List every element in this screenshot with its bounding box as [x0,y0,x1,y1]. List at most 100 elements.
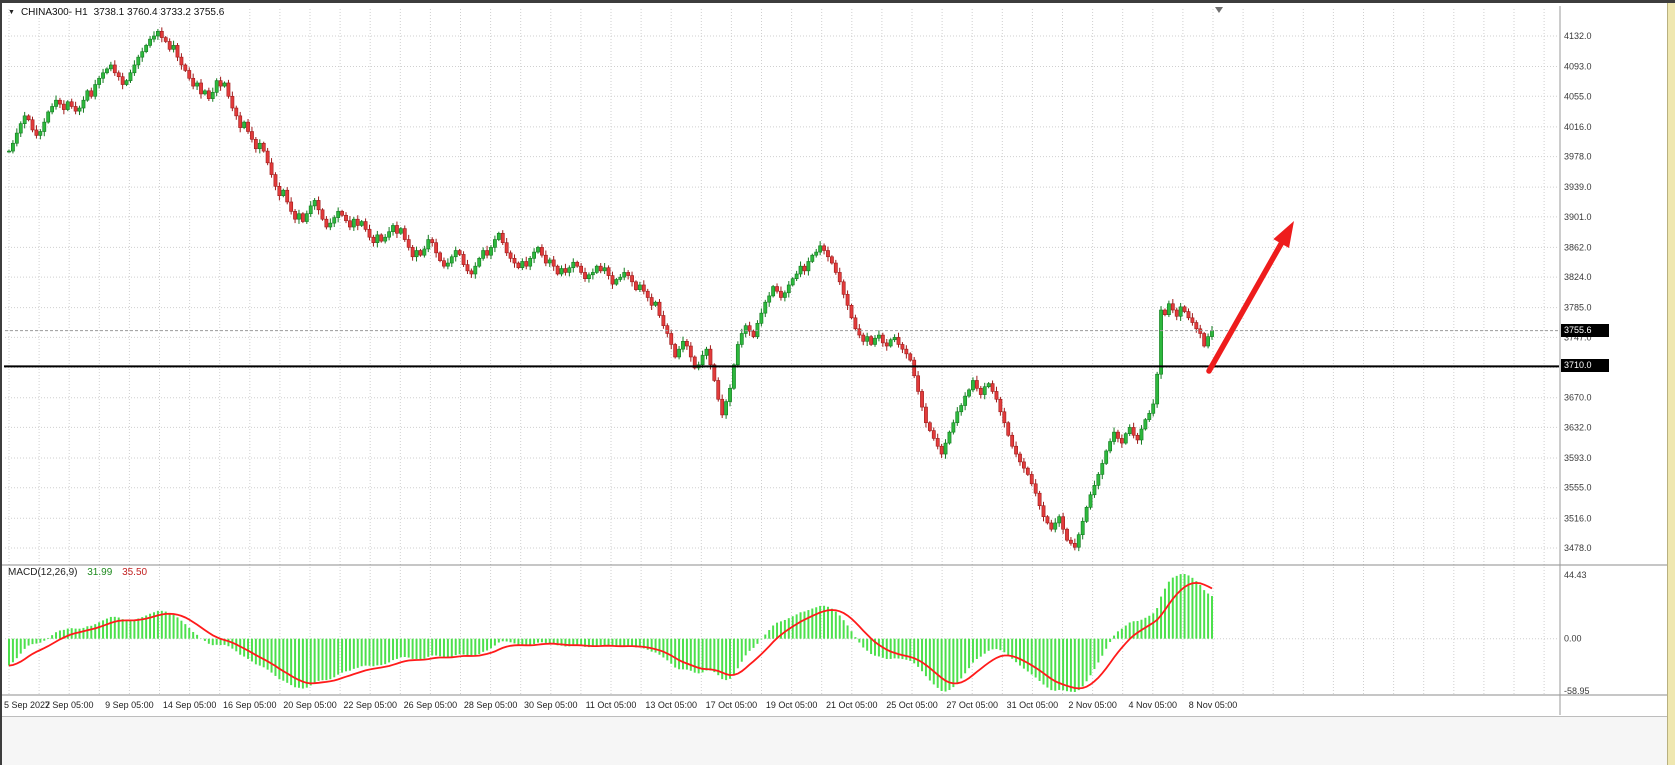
price-axis-label: 3747.0 [1564,332,1592,342]
candle [449,256,454,264]
candle [790,278,795,286]
macd-axis-label: 44.43 [1564,570,1587,580]
candle [246,121,250,132]
candle [1029,474,1034,485]
candle [853,317,858,330]
candle [504,242,509,254]
price-axis-label: 3824.0 [1564,272,1592,282]
candle [1025,467,1030,475]
candle [136,56,141,66]
time-axis-label: 20 Sep 05:00 [283,700,337,710]
candle [759,312,764,324]
price-axis-label: 3670.0 [1564,393,1592,403]
price-axis-label: 3939.0 [1564,182,1592,192]
candle [485,250,489,256]
candle [720,398,725,416]
candle [34,129,39,136]
candle [520,261,525,269]
grid-layer [5,9,1559,694]
candle [195,82,199,87]
candle [704,348,709,356]
candle [1182,306,1187,312]
candle [159,31,164,38]
symbol-dropdown-icon[interactable]: ▼ [8,8,15,16]
candle [108,64,113,70]
candle [959,405,964,413]
candle [833,262,838,273]
axis-labels-layer: 4132.0 4093.0 4055.0 4016.0 3978.0 3939.0 3901… [4,31,1592,710]
candle [861,334,866,342]
time-axis-label: 30 Sep 05:00 [524,700,578,710]
candle [782,292,787,298]
candle [1108,441,1113,452]
time-axis-label: 22 Sep 05:00 [343,700,397,710]
candle [602,267,607,272]
candle [308,205,313,215]
candle [473,265,478,275]
time-axis-label: 26 Sep 05:00 [404,700,458,710]
time-axis-label: 31 Oct 05:00 [1007,700,1059,710]
candle [912,359,917,377]
candle [1135,434,1140,441]
candle [26,115,31,121]
candle [152,35,156,40]
candle [1147,413,1152,420]
candle [50,106,55,113]
candle [1002,411,1007,424]
candle [963,395,968,406]
price-axis-label: 3785.0 [1564,303,1592,313]
macd-indicator-row: MACD(12,26,9) 31.99 35.50 [8,567,147,578]
macd-axis-label: -58.95 [1564,686,1590,696]
candle [1076,534,1081,548]
candle [1151,403,1156,414]
time-axis-label: 9 Sep 05:00 [105,700,154,710]
candle [469,270,474,275]
candle [528,258,533,267]
candle [904,348,909,355]
candle [982,386,987,395]
candle [575,261,580,267]
candle [422,248,427,256]
candle [7,150,11,153]
candle [1033,483,1038,494]
candle [998,398,1003,413]
candle [395,225,399,234]
time-axis-label: 7 Sep 05:00 [45,700,94,710]
time-axis-label: 5 Sep 2022 [4,700,50,710]
candle [618,276,623,280]
panel-separators [2,6,1670,715]
candle [38,131,43,136]
symbol-timeframe-label: CHINA300- H1 [20,7,88,18]
candles-layer [7,27,1214,552]
candle [242,121,247,128]
candle [724,401,728,416]
candle [379,234,384,242]
candle [771,286,776,297]
candle [18,123,23,134]
candle [908,353,913,361]
candle [465,264,470,272]
candle [430,239,435,243]
chart-canvas[interactable]: 4132.0 4093.0 4055.0 4016.0 3978.0 3939.0 3901… [2,3,1675,765]
candle [990,383,995,392]
candle [669,333,674,345]
candle [920,391,924,408]
candle [398,228,403,234]
candle [826,250,830,258]
candle [594,265,599,273]
candle [179,56,184,66]
price-axis-label: 3478.0 [1564,543,1592,553]
candle [1139,428,1144,441]
candle [1123,433,1128,444]
candle [978,387,983,395]
candle [555,265,560,275]
candle [598,265,603,272]
candle [120,76,125,85]
candle [69,101,74,107]
chart-shift-marker[interactable] [1215,7,1223,13]
candle [97,77,102,85]
candle [931,430,936,439]
candle [1190,317,1195,323]
candle [230,95,235,109]
